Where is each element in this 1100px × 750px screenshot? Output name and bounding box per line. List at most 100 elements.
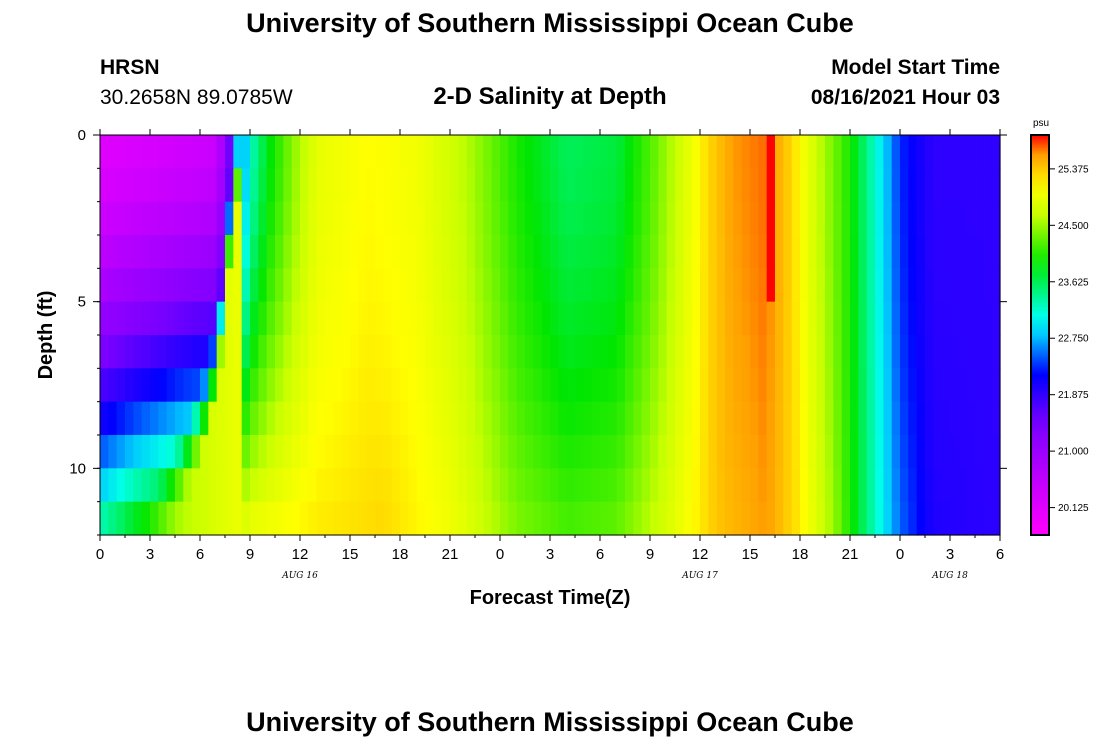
heatmap-cell — [158, 335, 168, 369]
heatmap-cell — [325, 335, 334, 369]
x-tick-label: 12 — [292, 546, 309, 563]
heatmap-cell — [375, 268, 384, 303]
heatmap-cell — [508, 435, 518, 469]
heatmap-cell — [575, 201, 584, 236]
heatmap-cell — [525, 335, 534, 369]
heatmap-cell — [200, 235, 209, 269]
heatmap-cell — [925, 368, 934, 403]
heatmap-cell — [983, 501, 993, 536]
heatmap-cell — [741, 235, 751, 269]
heatmap-cell — [458, 501, 468, 536]
heatmap-cell — [650, 368, 659, 403]
page-title: University of Southern Mississippi Ocean… — [246, 8, 854, 38]
heatmap-cell — [658, 168, 668, 203]
heatmap-cell — [941, 435, 951, 469]
heatmap-cell — [558, 468, 568, 503]
heatmap-cell — [150, 235, 159, 269]
heatmap-cell — [800, 335, 809, 369]
heatmap-cell — [433, 468, 443, 503]
heatmap-cell — [483, 201, 493, 236]
heatmap-cell — [316, 235, 326, 269]
heatmap-cell — [458, 435, 468, 469]
heatmap-cell — [316, 168, 326, 203]
heatmap-cell — [708, 368, 718, 403]
heatmap-cell — [450, 135, 459, 169]
heatmap-cell — [291, 335, 301, 369]
heatmap-cell — [250, 135, 259, 169]
heatmap-cell — [833, 168, 843, 203]
heatmap-cell — [958, 235, 968, 269]
heatmap-cell — [850, 468, 859, 503]
heatmap-cell — [450, 468, 459, 503]
heatmap-cell — [725, 201, 734, 236]
heatmap-cell — [575, 235, 584, 269]
heatmap-cell — [950, 135, 959, 169]
heatmap-cell — [491, 401, 501, 436]
heatmap-cell — [533, 235, 543, 269]
heatmap-cell — [166, 235, 176, 269]
heatmap-cell — [250, 435, 259, 469]
heatmap-cell — [750, 335, 759, 369]
heatmap-cell — [875, 435, 884, 469]
heatmap-cell — [391, 468, 401, 503]
heatmap-cell — [466, 401, 476, 436]
heatmap-cell — [466, 235, 476, 269]
heatmap-cell — [850, 368, 859, 403]
heatmap-cell — [133, 335, 143, 369]
x-tick-label: 18 — [792, 546, 809, 563]
heatmap-cell — [833, 501, 843, 536]
heatmap-cell — [116, 401, 126, 436]
heatmap-cell — [425, 235, 434, 269]
heatmap-cell — [766, 435, 776, 469]
heatmap-cell — [883, 135, 893, 169]
heatmap-cell — [225, 268, 234, 303]
heatmap-cell — [816, 401, 826, 436]
heatmap-cell — [758, 168, 768, 203]
heatmap-cell — [591, 468, 601, 503]
heatmap-cell — [541, 468, 551, 503]
heatmap-cell — [975, 201, 984, 236]
heatmap-cell — [191, 235, 201, 269]
heatmap-cell — [816, 368, 826, 403]
heatmap-cell — [341, 301, 351, 336]
heatmap-cell — [541, 335, 551, 369]
heatmap-cell — [283, 235, 293, 269]
heatmap-cell — [216, 368, 226, 403]
heatmap-cell — [908, 435, 918, 469]
heatmap-cell — [516, 301, 526, 336]
heatmap-cell — [600, 501, 609, 536]
heatmap-cell — [616, 335, 626, 369]
heatmap-cell — [775, 135, 784, 169]
heatmap-cell — [708, 135, 718, 169]
heatmap-cell — [266, 468, 276, 503]
heatmap-cell — [550, 168, 559, 203]
heatmap-cell — [308, 401, 318, 436]
heatmap-cell — [350, 335, 359, 369]
heatmap-cell — [533, 168, 543, 203]
heatmap-cell — [500, 368, 509, 403]
heatmap-cell — [183, 168, 193, 203]
heatmap-cell — [608, 468, 618, 503]
heatmap-cell — [666, 235, 676, 269]
heatmap-cell — [391, 301, 401, 336]
heatmap-cell — [108, 235, 118, 269]
heatmap-cell — [741, 435, 751, 469]
heatmap-cell — [783, 435, 793, 469]
heatmap-cell — [966, 468, 976, 503]
heatmap-cell — [333, 435, 343, 469]
heatmap-cell — [641, 235, 651, 269]
heatmap-cell — [741, 335, 751, 369]
heatmap-cell — [141, 401, 151, 436]
heatmap-cell — [950, 235, 959, 269]
heatmap-cell — [450, 235, 459, 269]
heatmap-cell — [150, 168, 159, 203]
heatmap-cell — [650, 135, 659, 169]
heatmap-cell — [608, 335, 618, 369]
heatmap-cell — [783, 235, 793, 269]
heatmap-cell — [525, 268, 534, 303]
heatmap-cell — [441, 268, 451, 303]
heatmap-cell — [900, 168, 909, 203]
heatmap-cell — [541, 135, 551, 169]
heatmap-cell — [283, 368, 293, 403]
heatmap-cell — [733, 301, 743, 336]
